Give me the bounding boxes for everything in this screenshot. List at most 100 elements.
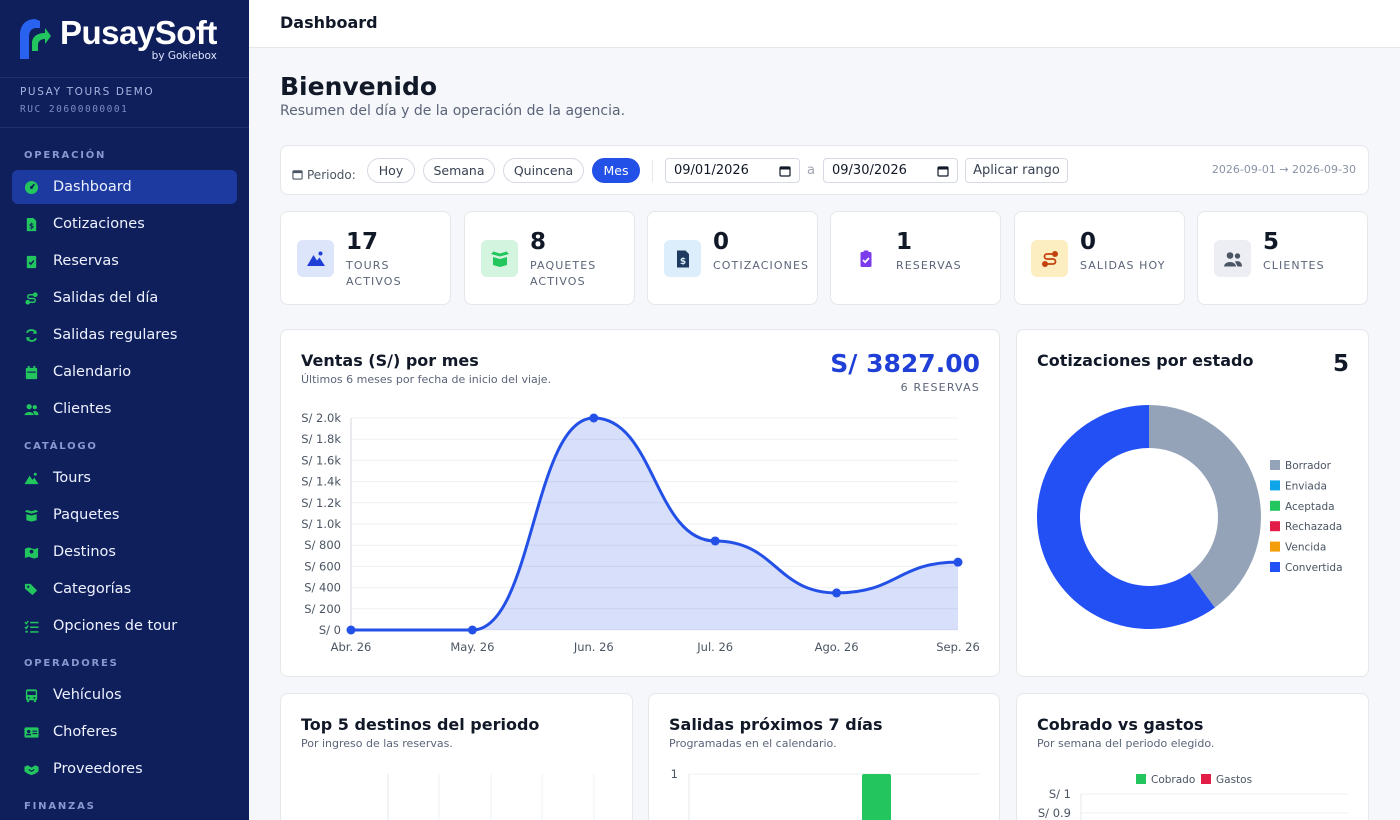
kpi-clientes[interactable]: 5 CLIENTES bbox=[1197, 211, 1368, 305]
section-operadores: OPERADORES bbox=[24, 658, 119, 669]
legend-label: Convertida bbox=[1285, 562, 1343, 574]
route-icon bbox=[1041, 250, 1058, 267]
mountain-icon bbox=[306, 251, 325, 266]
calendar-picker-icon[interactable] bbox=[779, 165, 791, 177]
destinations-bar-chart[interactable] bbox=[281, 694, 633, 820]
clipboard-check-icon bbox=[26, 255, 37, 268]
refresh-icon bbox=[25, 328, 38, 342]
sidebar-item-label: Destinos bbox=[53, 544, 116, 560]
kpi-icon-box bbox=[481, 240, 518, 277]
box-open-icon bbox=[490, 251, 509, 267]
y-tick-label: S/ 1.6k bbox=[301, 453, 341, 467]
invoice-icon: $ bbox=[26, 217, 37, 231]
period-pill-quincena[interactable]: Quincena bbox=[503, 158, 584, 183]
donut-slice bbox=[1149, 405, 1261, 608]
period-pill-hoy[interactable]: Hoy bbox=[367, 158, 415, 183]
sidebar: PusaySoft by Gokiebox PUSAY TOURS DEMO R… bbox=[0, 0, 249, 820]
list-check-icon bbox=[24, 619, 39, 633]
apply-range-button[interactable]: Aplicar rango bbox=[965, 158, 1068, 183]
sidebar-item-dashboard[interactable]: Dashboard bbox=[12, 170, 237, 204]
sidebar-item-calendario[interactable]: Calendario bbox=[12, 355, 237, 389]
logo-mark-icon bbox=[20, 18, 51, 59]
quotes-by-status-panel: Cotizaciones por estado 5 Borrador Enviad… bbox=[1016, 329, 1369, 677]
kpi-icon-box bbox=[1214, 240, 1251, 277]
x-tick-label: Jun. 26 bbox=[573, 640, 614, 654]
x-tick-label: Abr. 26 bbox=[331, 640, 372, 654]
kpi-value: 0 bbox=[713, 229, 730, 255]
kpi-icon-box bbox=[1031, 240, 1068, 277]
legend-swatch bbox=[1270, 460, 1280, 470]
sidebar-item-salidas-dia[interactable]: Salidas del día bbox=[12, 281, 237, 315]
date-to-input[interactable]: 09/30/2026 bbox=[823, 158, 958, 183]
brand-byline: by Gokiebox bbox=[151, 49, 217, 62]
sidebar-item-choferes[interactable]: Choferes bbox=[12, 715, 237, 749]
collected-vs-expenses-chart[interactable]: Cobrado Gastos S/ 1 S/ 0.9 bbox=[1017, 694, 1369, 820]
quotes-total-count: 5 bbox=[1332, 351, 1349, 377]
page-title: Bienvenido bbox=[280, 72, 438, 101]
y-tick-label: S/ 1.0k bbox=[301, 517, 341, 531]
kpi-label: SALIDAS HOY bbox=[1080, 259, 1166, 272]
sidebar-item-label: Tours bbox=[53, 470, 91, 486]
sidebar-item-tours[interactable]: Tours bbox=[12, 461, 237, 495]
svg-text:$: $ bbox=[29, 221, 34, 230]
sidebar-item-clientes[interactable]: Clientes bbox=[12, 392, 237, 426]
kpi-value: 0 bbox=[1080, 229, 1097, 255]
sidebar-item-opciones-tour[interactable]: Opciones de tour bbox=[12, 609, 237, 643]
kpi-cotizaciones[interactable]: $ 0 COTIZACIONES bbox=[647, 211, 818, 305]
section-operacion: OPERACIÓN bbox=[24, 150, 107, 161]
period-pill-semana[interactable]: Semana bbox=[423, 158, 495, 183]
legend-swatch bbox=[1270, 541, 1280, 552]
departures-bar-chart[interactable]: 1 bbox=[649, 694, 1000, 820]
sidebar-item-vehiculos[interactable]: Vehículos bbox=[12, 678, 237, 712]
date-from-value: 09/01/2026 bbox=[674, 163, 749, 178]
period-pill-mes[interactable]: Mes bbox=[592, 158, 640, 183]
section-finanzas: FINANZAS bbox=[24, 801, 96, 812]
y-tick-label: S/ 0 bbox=[319, 623, 341, 637]
sidebar-item-label: Reservas bbox=[53, 253, 119, 269]
y-tick-label: 1 bbox=[671, 767, 678, 781]
kpi-salidas-hoy[interactable]: 0 SALIDAS HOY bbox=[1014, 211, 1185, 305]
sidebar-item-salidas-regulares[interactable]: Salidas regulares bbox=[12, 318, 237, 352]
brand-logo[interactable]: PusaySoft by Gokiebox bbox=[0, 0, 249, 78]
kpi-value: 5 bbox=[1263, 229, 1280, 255]
kpi-value: 17 bbox=[346, 229, 379, 255]
kpi-reservas[interactable]: 1 RESERVAS bbox=[830, 211, 1001, 305]
sidebar-item-proveedores[interactable]: Proveedores bbox=[12, 752, 237, 786]
bus-icon bbox=[25, 688, 38, 702]
data-point bbox=[589, 413, 599, 423]
company-name: PUSAY TOURS DEMO bbox=[20, 86, 155, 98]
sidebar-item-label: Choferes bbox=[53, 724, 118, 740]
kpi-label: COTIZACIONES bbox=[713, 259, 810, 272]
sales-area-chart[interactable]: S/ 0 S/ 200 S/ 400 S/ 600 S/ 800 S/ 1.0k S/ 1.… bbox=[281, 330, 1000, 677]
quotes-donut-chart[interactable]: BorradorEnviadaAceptadaRechazadaVencidaC… bbox=[1017, 330, 1369, 677]
y-tick-label: S/ 1 bbox=[1049, 787, 1071, 801]
sidebar-item-reservas[interactable]: Reservas bbox=[12, 244, 237, 278]
svg-text:$: $ bbox=[679, 257, 685, 267]
sidebar-item-categorias[interactable]: Categorías bbox=[12, 572, 237, 606]
data-point bbox=[346, 625, 356, 635]
sidebar-item-cotizaciones[interactable]: $ Cotizaciones bbox=[12, 207, 237, 241]
sidebar-item-label: Vehículos bbox=[53, 687, 122, 703]
legend-swatch bbox=[1136, 774, 1146, 784]
tags-icon bbox=[24, 583, 38, 595]
sidebar-item-label: Paquetes bbox=[53, 507, 120, 523]
panel-subtitle: Programadas en el calendario. bbox=[669, 737, 837, 750]
period-label-text: Periodo: bbox=[307, 167, 356, 182]
users-icon bbox=[1223, 251, 1242, 266]
kpi-icon-box bbox=[297, 240, 334, 277]
legend-label: Enviada bbox=[1285, 480, 1327, 492]
legend-swatch bbox=[1270, 562, 1280, 572]
calendar-picker-icon[interactable] bbox=[937, 165, 949, 177]
invoice-icon: $ bbox=[676, 250, 689, 267]
date-from-input[interactable]: 09/01/2026 bbox=[665, 158, 800, 183]
kpi-paquetes-activos[interactable]: 8 PAQUETES ACTIVOS bbox=[464, 211, 635, 305]
kpi-label: CLIENTES bbox=[1263, 259, 1325, 272]
sidebar-item-destinos[interactable]: Destinos bbox=[12, 535, 237, 569]
legend-label: Borrador bbox=[1285, 460, 1332, 472]
topbar: Dashboard bbox=[249, 0, 1400, 48]
kpi-tours-activos[interactable]: 17 TOURS ACTIVOS bbox=[280, 211, 451, 305]
dashboard-icon bbox=[24, 180, 39, 194]
y-tick-label: S/ 0.9 bbox=[1038, 806, 1071, 820]
kpi-icon-box: $ bbox=[664, 240, 701, 277]
sidebar-item-paquetes[interactable]: Paquetes bbox=[12, 498, 237, 532]
